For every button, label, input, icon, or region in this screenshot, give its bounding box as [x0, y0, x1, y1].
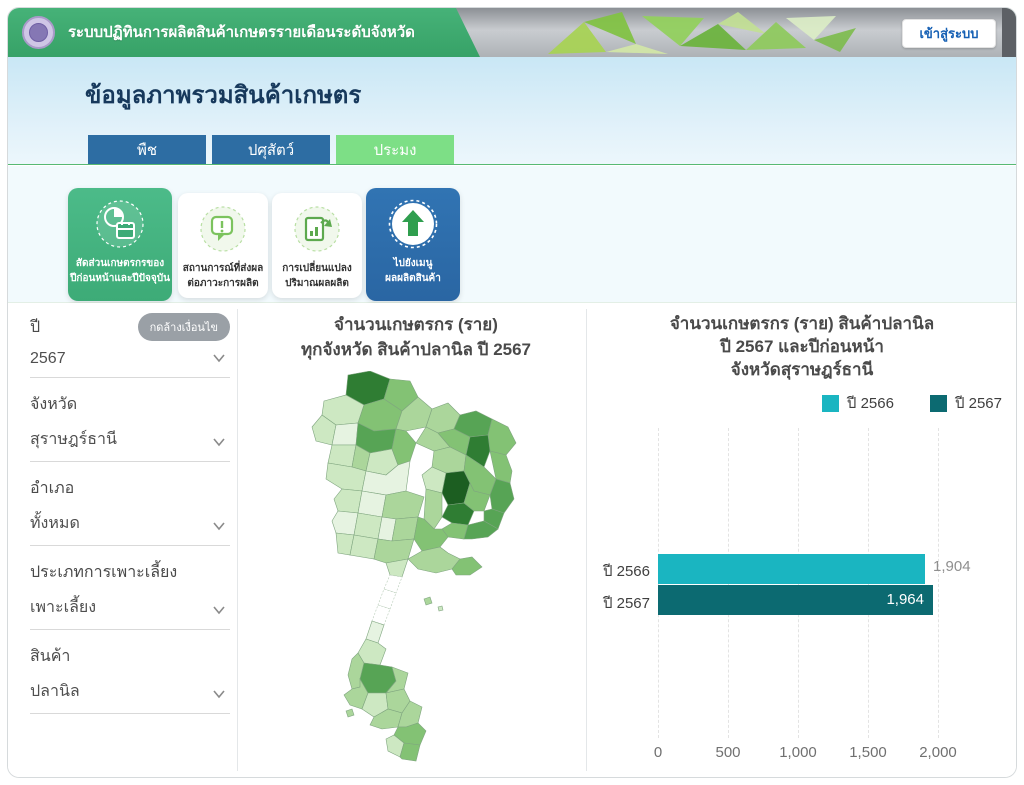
culture-type-select[interactable]: เพาะเลี้ยง	[30, 585, 230, 630]
province-region[interactable]	[353, 512, 383, 540]
tab-livestock[interactable]: ปศุสัตว์	[212, 135, 330, 164]
map-title: จำนวนเกษตรกร (ราย) ทุกจังหวัด สินค้าปลาน…	[300, 315, 532, 359]
year-select[interactable]: 2567	[30, 340, 230, 378]
legend-swatch	[929, 394, 947, 412]
district-select[interactable]: ทั้งหมด	[30, 501, 230, 546]
app-title: ระบบปฏิทินการผลิตสินค้าเกษตรรายเดือนระดั…	[68, 24, 415, 41]
pie-calendar-icon	[96, 200, 144, 248]
legend-item-2567[interactable]: ปี 2567	[929, 391, 1002, 415]
card-output-change[interactable]: การเปลี่ยนแปลง ปริมาณผลผลิต	[272, 193, 362, 298]
card-goto-product-menu[interactable]: ไปยังเมนู ผลผลิตสินค้า	[366, 188, 460, 301]
bar-category-2567: ปี 2567	[602, 595, 650, 612]
bar-chart-legend: ปี 2566 ปี 2567	[588, 391, 1002, 415]
card-label-line1: สถานการณ์ที่ส่งผล	[182, 263, 264, 274]
ministry-emblem-logo	[22, 16, 55, 49]
bar-chart-title: จำนวนเกษตรกร (ราย) สินค้าปลานิล ปี 2567 …	[669, 314, 935, 379]
province-region[interactable]	[423, 488, 443, 530]
up-arrow-icon	[388, 199, 438, 249]
x-tick-0: 0	[653, 744, 663, 761]
chevron-down-icon	[213, 522, 225, 531]
login-button[interactable]: เข้าสู่ระบบ	[902, 19, 996, 48]
province-region[interactable]	[463, 520, 499, 540]
province-region[interactable]	[345, 708, 355, 718]
province-region[interactable]	[381, 490, 425, 520]
action-cards-section: สัดส่วนเกษตรกรของ ปีก่อนหน้าและปีปัจจุบั…	[8, 166, 1016, 303]
category-tabs: พืช ปศุสัตว์ ประมง	[88, 135, 454, 164]
province-region[interactable]	[331, 422, 359, 446]
report-change-icon	[294, 206, 340, 252]
tab-plants[interactable]: พืช	[88, 135, 206, 164]
polygon-leaves-decor	[548, 12, 856, 54]
district-select-value: ทั้งหมด	[30, 515, 80, 532]
tab-fisheries[interactable]: ประมง	[336, 135, 454, 164]
card-label-line2: ปีก่อนหน้าและปีปัจจุบัน	[70, 273, 170, 284]
province-region[interactable]	[333, 488, 363, 514]
gridline	[938, 428, 939, 738]
card-label-line2: ผลผลิตสินค้า	[385, 273, 441, 284]
year-select-value: 2567	[30, 350, 66, 367]
filter-label-product: สินค้า	[30, 648, 71, 665]
province-region[interactable]	[385, 734, 405, 758]
card-label-line1: สัดส่วนเกษตรกรของ	[75, 258, 165, 269]
dashboard-content: กดล้างเงื่อนไข ปี 2567 จังหวัด สุราษฎร์ธ…	[8, 303, 1016, 777]
province-region[interactable]	[451, 556, 483, 576]
header-edge-strip	[1002, 8, 1016, 57]
page-title: ข้อมูลภาพรวมสินค้าเกษตร	[85, 82, 362, 109]
filter-label-district: อำเภอ	[30, 480, 75, 497]
x-tick-1500: 1,500	[849, 744, 887, 761]
chevron-down-icon	[213, 606, 225, 615]
filter-label-year: ปี	[30, 319, 41, 336]
province-region[interactable]	[331, 510, 359, 536]
province-region[interactable]	[437, 605, 444, 612]
card-label-line1: การเปลี่ยนแปลง	[282, 263, 352, 274]
bar-2567[interactable]: 1,964	[658, 585, 933, 615]
product-select-value: ปลานิล	[30, 683, 80, 700]
legend-label: ปี 2566	[846, 395, 894, 412]
card-label-line1: ไปยังเมนู	[393, 258, 433, 269]
thailand-choropleth-map[interactable]	[298, 371, 518, 771]
card-farmer-proportion[interactable]: สัดส่วนเกษตรกรของ ปีก่อนหน้าและปีปัจจุบั…	[68, 188, 172, 301]
bar-value-2567: 1,964	[886, 591, 924, 608]
province-region[interactable]	[423, 596, 433, 606]
province-region[interactable]	[487, 418, 517, 456]
product-select[interactable]: ปลานิล	[30, 669, 230, 714]
province-region[interactable]	[311, 414, 337, 446]
province-region[interactable]	[489, 450, 513, 484]
panel-divider	[586, 309, 587, 771]
clear-filters-button[interactable]: กดล้างเงื่อนไข	[137, 313, 230, 341]
x-tick-1000: 1,000	[779, 744, 817, 761]
card-production-situation[interactable]: สถานการณ์ที่ส่งผล ต่อภาวะการผลิต	[178, 193, 268, 298]
x-tick-2000: 2,000	[919, 744, 957, 761]
legend-item-2566[interactable]: ปี 2566	[821, 391, 894, 415]
card-label-line2: ปริมาณผลผลิต	[285, 278, 349, 289]
province-select-value: สุราษฎร์ธานี	[30, 431, 117, 448]
province-region[interactable]	[349, 534, 379, 560]
legend-swatch	[821, 394, 839, 412]
province-select[interactable]: สุราษฎร์ธานี	[30, 417, 230, 462]
bar-value-2566: 1,904	[933, 558, 971, 575]
legend-label: ปี 2567	[954, 395, 1002, 412]
bar-2566[interactable]	[658, 554, 925, 584]
chevron-down-icon	[213, 438, 225, 447]
province-region[interactable]	[399, 742, 421, 762]
x-tick-500: 500	[715, 744, 741, 761]
alert-bubble-icon	[200, 206, 246, 252]
province-region[interactable]	[441, 522, 469, 540]
chevron-down-icon	[213, 690, 225, 699]
panel-divider	[237, 309, 238, 771]
chevron-down-icon	[213, 354, 225, 363]
card-label-line2: ต่อภาวะการผลิต	[187, 278, 259, 289]
filter-label-culture-type: ประเภทการเพาะเลี้ยง	[30, 564, 178, 581]
province-region[interactable]	[357, 490, 387, 518]
filter-label-province: จังหวัด	[30, 396, 78, 413]
hero-section: ข้อมูลภาพรวมสินค้าเกษตร พืช ปศุสัตว์ ประ…	[8, 57, 1016, 165]
filter-panel: กดล้างเงื่อนไข ปี 2567 จังหวัด สุราษฎร์ธ…	[30, 313, 230, 714]
bar-category-2566: ปี 2566	[602, 563, 650, 580]
app-card: ระบบปฏิทินการผลิตสินค้าเกษตรรายเดือนระดั…	[7, 7, 1017, 778]
app-header: ระบบปฏิทินการผลิตสินค้าเกษตรรายเดือนระดั…	[8, 8, 1016, 57]
culture-type-select-value: เพาะเลี้ยง	[30, 599, 97, 616]
